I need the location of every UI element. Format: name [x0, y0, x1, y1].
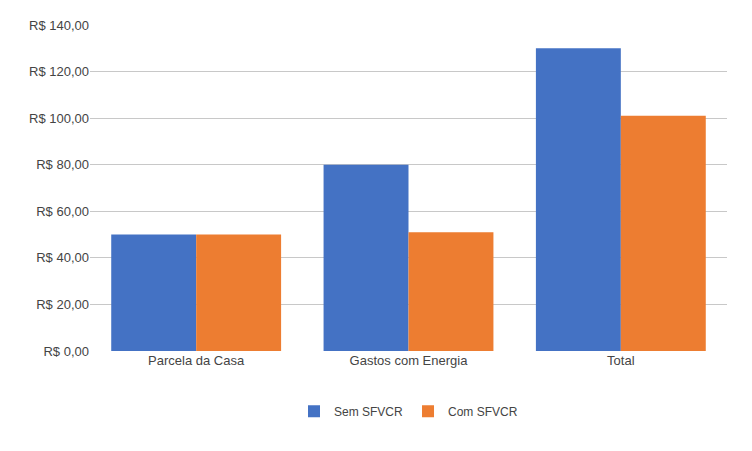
svg-text:R$ 0,00: R$ 0,00 [43, 344, 89, 359]
svg-text:R$ 60,00: R$ 60,00 [36, 204, 89, 219]
svg-text:Com SFVCR: Com SFVCR [448, 405, 518, 419]
svg-text:R$ 40,00: R$ 40,00 [36, 250, 89, 265]
svg-text:Gastos com Energia: Gastos com Energia [350, 353, 469, 368]
svg-text:R$ 100,00: R$ 100,00 [29, 111, 89, 126]
svg-text:R$ 140,00: R$ 140,00 [29, 18, 89, 33]
svg-text:R$ 20,00: R$ 20,00 [36, 297, 89, 312]
svg-text:R$ 80,00: R$ 80,00 [36, 157, 89, 172]
svg-text:R$ 120,00: R$ 120,00 [29, 64, 89, 79]
svg-text:Parcela da Casa: Parcela da Casa [148, 353, 245, 368]
svg-text:Total: Total [607, 353, 635, 368]
svg-text:Sem SFVCR: Sem SFVCR [334, 405, 403, 419]
